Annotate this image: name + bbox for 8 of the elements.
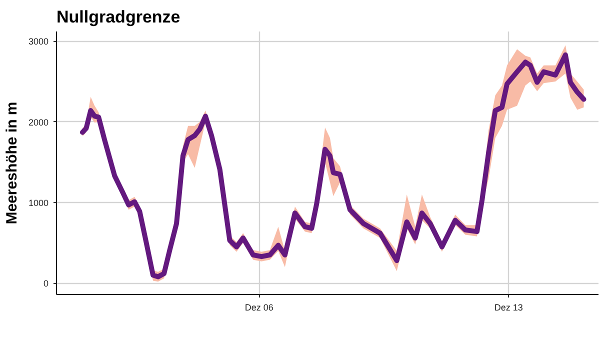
y-tick-label: 1000 — [28, 198, 49, 208]
y-tick-label: 2000 — [28, 117, 49, 128]
x-tick-label: Dez 13 — [494, 302, 523, 312]
chart-title: Nullgradgrenze — [56, 8, 180, 26]
y-tick-label: 3000 — [28, 36, 49, 47]
y-tick-label: 0 — [43, 278, 49, 289]
x-tick-label: Dez 06 — [244, 302, 274, 312]
y-axis-title: Meereshöhe in m — [3, 102, 20, 224]
